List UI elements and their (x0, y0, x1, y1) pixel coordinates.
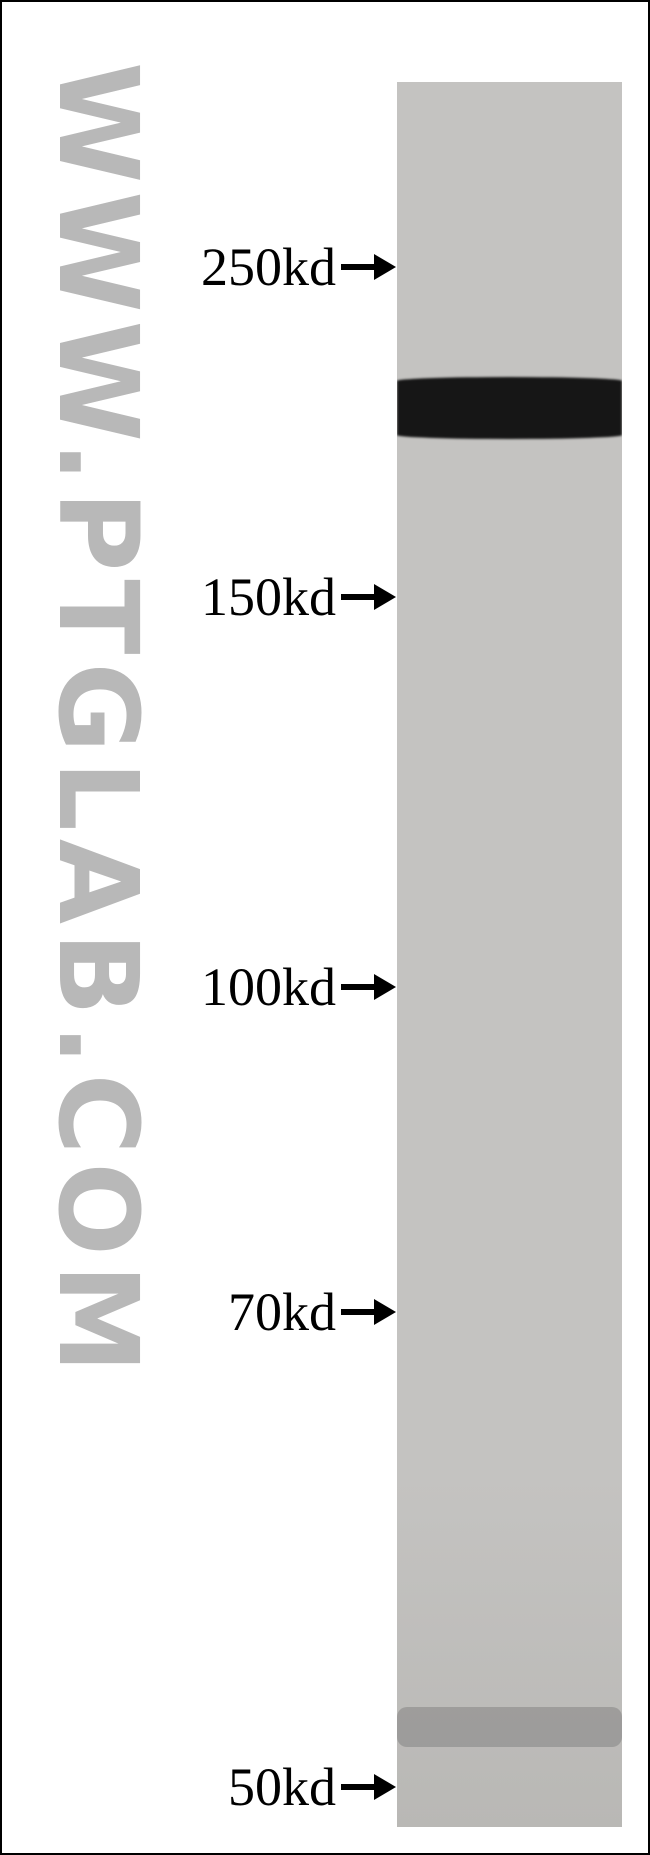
marker-label-100: 100kd (116, 960, 336, 1014)
marker-arrow-50 (341, 1779, 396, 1795)
marker-label-150: 150kd (116, 570, 336, 624)
marker-label-70: 70kd (116, 1285, 336, 1339)
marker-arrow-70 (341, 1304, 396, 1320)
blot-lane (397, 82, 622, 1827)
marker-label-250: 250kd (116, 240, 336, 294)
marker-arrow-250 (341, 259, 396, 275)
blot-canvas: WWW.PTGLAB.COM 250kd 150kd 100kd 70kd 50… (0, 0, 650, 1855)
main-band (397, 377, 622, 439)
marker-arrow-100 (341, 979, 396, 995)
marker-label-50: 50kd (116, 1760, 336, 1814)
watermark-text: WWW.PTGLAB.COM (34, 62, 162, 1762)
marker-arrow-150 (341, 589, 396, 605)
lane-floor-band (397, 1707, 622, 1747)
